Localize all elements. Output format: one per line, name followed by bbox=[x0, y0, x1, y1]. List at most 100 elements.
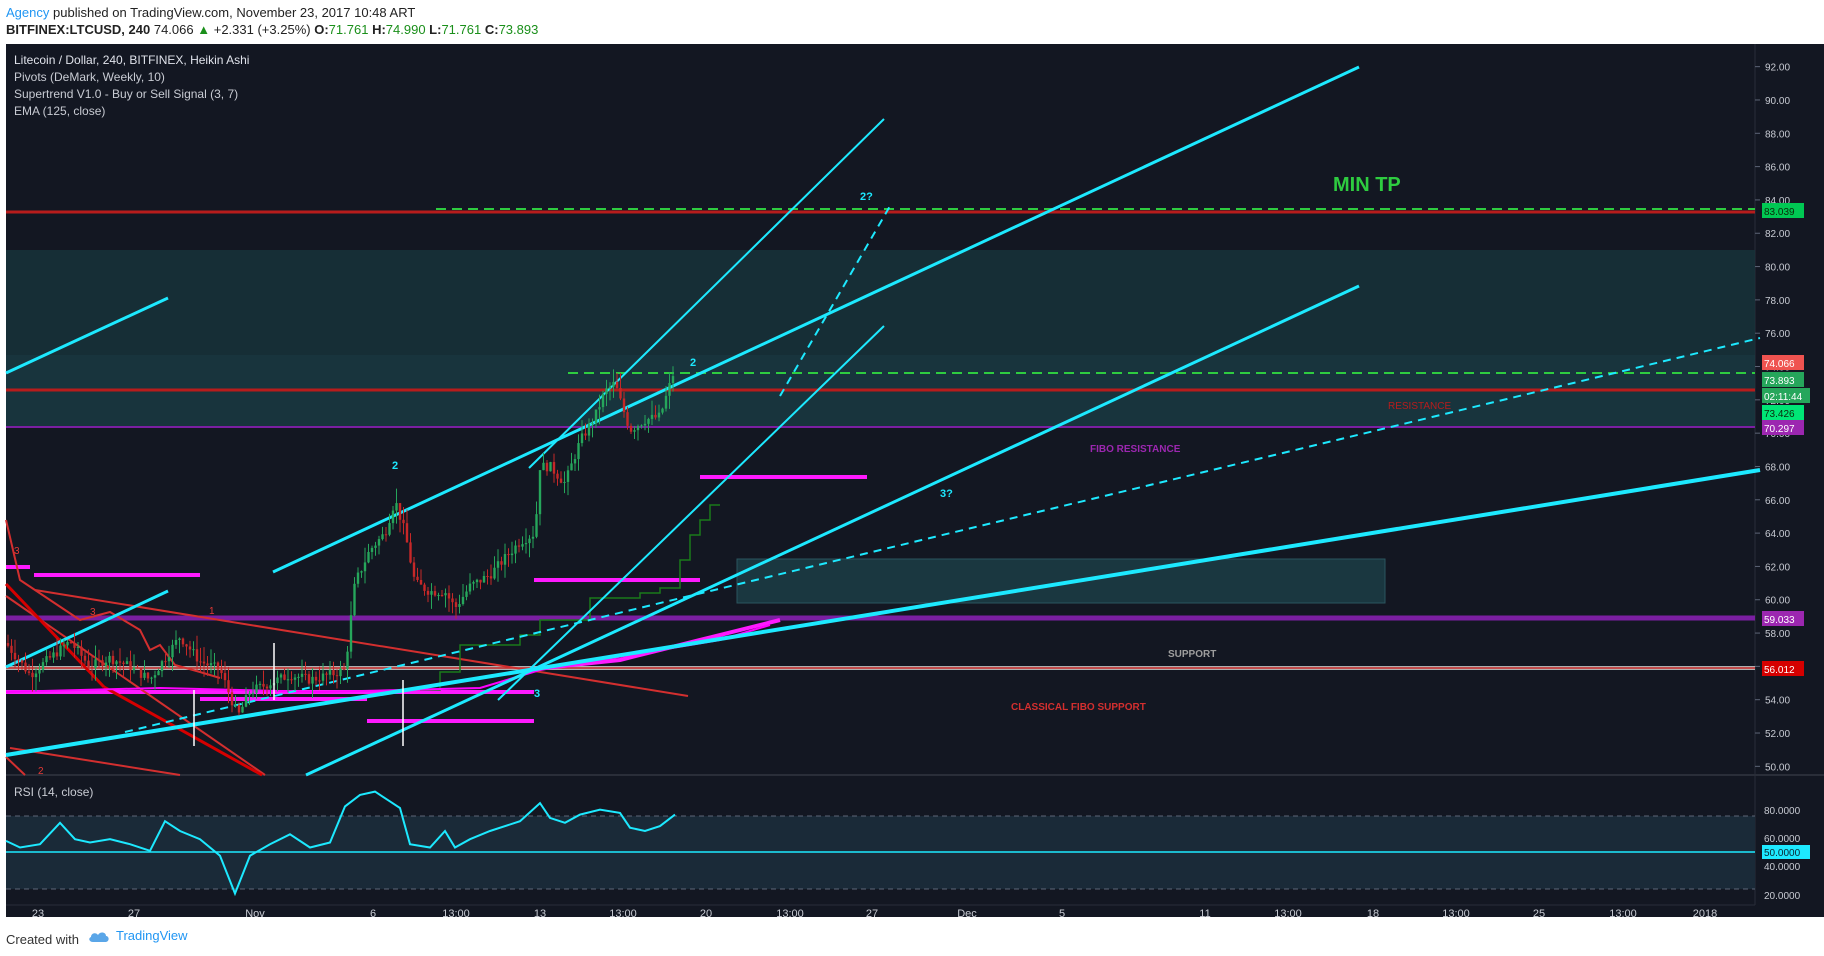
chart-canvas[interactable]: MIN TP RESISTANCE FIBO RESISTANCE SUPPOR… bbox=[0, 44, 1824, 920]
candle-body bbox=[671, 376, 675, 384]
candle-body bbox=[69, 641, 73, 644]
time-axis[interactable]: 23 27 Nov 6 13:00 13 13:00 20 13:00 27 Dec 5 11 13:00… bbox=[32, 908, 1717, 920]
candle-body bbox=[129, 661, 132, 671]
candle-body bbox=[241, 706, 244, 713]
candle-body bbox=[619, 387, 622, 399]
candle-body bbox=[552, 462, 556, 474]
change-value: +2.331 (+3.25%) bbox=[213, 22, 311, 37]
candle-body bbox=[342, 668, 346, 670]
price-tick-label: 88.00 bbox=[1765, 129, 1790, 140]
candle-body bbox=[584, 433, 587, 436]
ema-badge bbox=[1762, 405, 1804, 420]
candle-body bbox=[577, 443, 580, 460]
red-wave-2-label: 2 bbox=[38, 766, 44, 777]
candle-body bbox=[181, 638, 185, 645]
tradingview-cloud-icon bbox=[89, 931, 109, 942]
legend-supertrend[interactable]: Supertrend V1.0 - Buy or Sell Signal (3,… bbox=[14, 87, 238, 101]
rsi-tick-40: 40.0000 bbox=[1764, 862, 1801, 873]
candle-body bbox=[356, 572, 360, 584]
candle-body bbox=[223, 673, 227, 681]
candle-body bbox=[381, 534, 384, 540]
wave-2q-label: 2? bbox=[860, 191, 873, 203]
red-wave-1-label: 1 bbox=[209, 606, 215, 617]
candle-body bbox=[76, 646, 80, 648]
candle-body bbox=[556, 473, 559, 479]
candle-body bbox=[608, 386, 612, 389]
rsi-value-badge-text: 50.0000 bbox=[1764, 848, 1801, 859]
candle-body bbox=[640, 425, 643, 427]
price-tick-label: 92.00 bbox=[1765, 63, 1790, 74]
tradingview-brand[interactable]: TradingView bbox=[88, 928, 188, 943]
candle-body bbox=[94, 659, 97, 668]
price-tick-label: 66.00 bbox=[1765, 496, 1790, 507]
candle-body bbox=[300, 673, 304, 677]
candle-body bbox=[500, 561, 503, 565]
candle-body bbox=[20, 660, 24, 663]
candle-body bbox=[587, 423, 591, 436]
legend-pivots[interactable]: Pivots (DeMark, Weekly, 10) bbox=[14, 70, 165, 84]
time-axis-label: 13:00 bbox=[1274, 908, 1302, 920]
price-axis-background[interactable] bbox=[1755, 44, 1824, 917]
cyan-trendlines bbox=[5, 65, 1761, 777]
candle-body bbox=[612, 381, 615, 387]
support-badge bbox=[1762, 661, 1804, 676]
candle-body bbox=[510, 553, 514, 556]
candles[interactable] bbox=[6, 366, 675, 716]
candle-body bbox=[314, 676, 318, 681]
time-axis-label: 13:00 bbox=[1442, 908, 1470, 920]
candle-body bbox=[244, 695, 248, 707]
rsi-pane[interactable]: RSI (14, close) 80.0000 60.0000 50.0000 … bbox=[5, 785, 1810, 902]
candle-body bbox=[570, 463, 573, 471]
candle-body bbox=[59, 645, 62, 657]
candle-body bbox=[412, 562, 416, 577]
rsi-value-badge bbox=[1762, 845, 1810, 859]
upper-zone bbox=[6, 250, 1755, 355]
candle-body bbox=[503, 554, 507, 565]
candle-body bbox=[426, 590, 430, 595]
supertrend-line bbox=[420, 504, 720, 691]
header: Agency published on TradingView.com, Nov… bbox=[0, 0, 1824, 44]
countdown-badge bbox=[1762, 388, 1810, 403]
candle-body bbox=[199, 661, 202, 663]
candle-body bbox=[104, 662, 108, 666]
candle-body bbox=[559, 478, 563, 483]
candle-body bbox=[440, 594, 444, 596]
candle-body bbox=[514, 545, 517, 554]
candle-body bbox=[195, 649, 199, 662]
candle-body bbox=[363, 562, 367, 572]
candle-body bbox=[213, 662, 216, 664]
candle-body bbox=[633, 430, 636, 432]
candle-body bbox=[328, 670, 332, 675]
price-tick-label: 90.00 bbox=[1765, 96, 1790, 107]
candle-body bbox=[171, 644, 174, 658]
candle-body bbox=[524, 543, 528, 545]
legend-symbol[interactable]: Litecoin / Dollar, 240, BITFINEX, Heikin… bbox=[14, 53, 249, 67]
rsi-line bbox=[5, 790, 676, 897]
candle-body bbox=[185, 644, 188, 647]
candle-body bbox=[283, 674, 286, 680]
rsi-label[interactable]: RSI (14, close) bbox=[14, 785, 93, 799]
red-trendline-thick-2 bbox=[103, 685, 263, 777]
time-axis-label: 27 bbox=[866, 908, 878, 920]
tradingview-brand-label[interactable]: TradingView bbox=[116, 928, 188, 943]
legend-ema[interactable]: EMA (125, close) bbox=[14, 104, 105, 118]
candle-body bbox=[276, 677, 279, 684]
time-axis-label: 20 bbox=[700, 908, 712, 920]
candle-body bbox=[90, 667, 94, 669]
candle-body bbox=[594, 409, 598, 424]
chart-legend: Litecoin / Dollar, 240, BITFINEX, Heikin… bbox=[14, 53, 249, 118]
fibo-badge-text: 70.297 bbox=[1764, 424, 1795, 435]
candle-body bbox=[622, 398, 626, 413]
time-axis-label: Dec bbox=[957, 908, 977, 920]
candle-body bbox=[174, 640, 178, 645]
author-link[interactable]: Agency bbox=[6, 5, 50, 20]
candle-body bbox=[528, 538, 531, 544]
candle-body bbox=[447, 593, 451, 599]
rsi-tick-60: 60.0000 bbox=[1764, 834, 1801, 845]
created-with-text: Created with bbox=[6, 932, 79, 947]
candle-body bbox=[409, 542, 412, 563]
price-tick-label: 50.00 bbox=[1765, 762, 1790, 773]
candle-body bbox=[332, 670, 335, 676]
candle-body bbox=[388, 523, 391, 535]
candle-body bbox=[38, 669, 41, 674]
